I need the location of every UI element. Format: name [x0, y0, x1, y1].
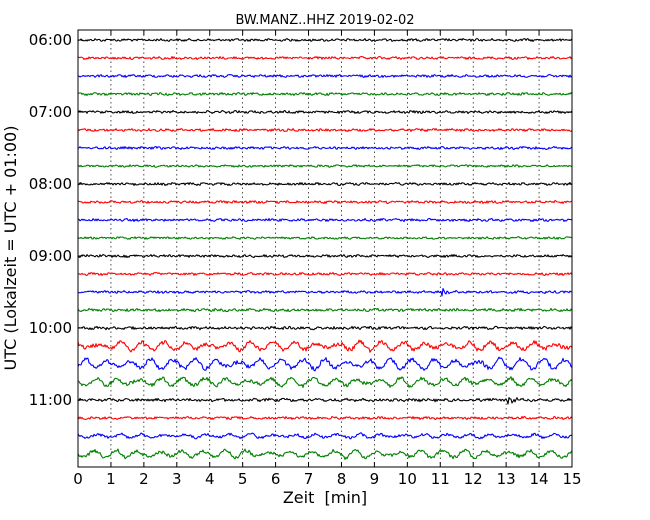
x-tick-label: 8 [337, 470, 347, 488]
x-tick-label: 2 [139, 470, 149, 488]
plot-frame [77, 29, 573, 468]
x-tick-label: 3 [172, 470, 182, 488]
x-tick-label: 11 [431, 470, 450, 488]
trace-line [77, 307, 573, 313]
y-axis-ticks: 06:00 07:00 08:00 09:00 10:00 11:00 [29, 31, 572, 409]
x-tick-label: 13 [497, 470, 516, 488]
traces [77, 38, 573, 460]
trace-line [77, 432, 573, 440]
trace-line [77, 356, 573, 372]
x-tick-label: 14 [530, 470, 549, 488]
trace-line [77, 199, 573, 205]
grid-lines [110, 30, 540, 467]
x-tick-label: 6 [271, 470, 281, 488]
trace-line [77, 164, 573, 168]
y-tick-label: 11:00 [29, 391, 72, 409]
trace-line [77, 109, 573, 115]
x-tick-label: 1 [106, 470, 116, 488]
x-tick-label: 0 [73, 470, 83, 488]
chart-title: BW.MANZ..HHZ 2019-02-02 [235, 13, 414, 28]
trace-line [77, 73, 573, 78]
x-axis-ticks: 0 1 2 3 4 5 6 7 8 9 10 11 12 13 14 15 [73, 30, 582, 488]
trace-line [77, 254, 573, 259]
trace-line [77, 55, 573, 61]
trace-line [77, 287, 573, 297]
trace-line [77, 272, 573, 277]
y-tick-label: 07:00 [29, 103, 72, 121]
y-tick-label: 09:00 [29, 247, 72, 265]
y-tick-label: 10:00 [29, 319, 72, 337]
x-tick-label: 9 [370, 470, 380, 488]
trace-line [77, 145, 573, 151]
x-tick-label: 4 [205, 470, 215, 488]
trace-line [77, 415, 573, 421]
trace-line [77, 127, 573, 133]
trace-line [77, 236, 573, 240]
trace-line [77, 325, 573, 331]
x-tick-label: 12 [464, 470, 483, 488]
trace-line [77, 397, 573, 405]
y-tick-label: 06:00 [29, 31, 72, 49]
x-axis-label: Zeit [min] [283, 488, 367, 507]
trace-line [77, 38, 573, 42]
y-axis-label: UTC (Lokalzeit = UTC + 01:00) [1, 126, 20, 371]
x-tick-label: 7 [304, 470, 314, 488]
x-tick-label: 5 [238, 470, 248, 488]
trace-line [77, 339, 573, 353]
trace-line [77, 448, 573, 460]
trace-line [77, 217, 573, 223]
trace-line [77, 91, 573, 97]
x-tick-label: 15 [562, 470, 581, 488]
y-tick-label: 08:00 [29, 175, 72, 193]
x-tick-label: 10 [398, 470, 417, 488]
trace-line [77, 181, 573, 187]
trace-line [77, 376, 573, 389]
